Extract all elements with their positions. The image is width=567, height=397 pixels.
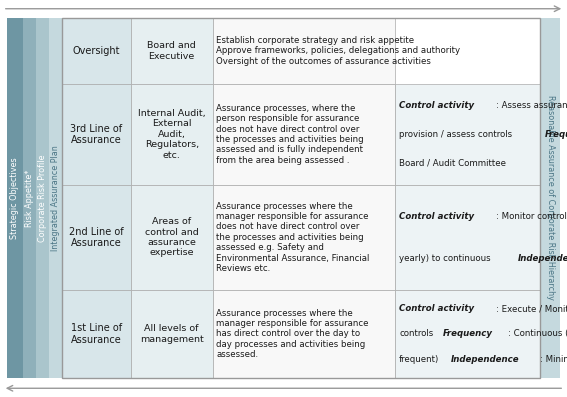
Text: controls: controls [399, 330, 433, 338]
Text: Assurance processes where the
manager responsible for assurance
has direct contr: Assurance processes where the manager re… [216, 308, 369, 359]
Bar [213, 185, 395, 290]
Bar [130, 18, 213, 84]
Bar [49, 18, 62, 378]
Text: Control activity: Control activity [399, 101, 474, 110]
Bar [7, 18, 23, 378]
Bar [395, 290, 540, 378]
Text: 3rd Line of
Assurance: 3rd Line of Assurance [70, 123, 122, 145]
Text: Frequency: Frequency [443, 330, 493, 338]
Bar [213, 18, 395, 84]
Text: Corporate Risk Profile: Corporate Risk Profile [38, 154, 47, 242]
Text: Control activity: Control activity [399, 304, 474, 313]
Bar [395, 84, 540, 185]
Text: Establish corporate strategy and risk appetite
Approve frameworks, policies, del: Establish corporate strategy and risk ap… [216, 36, 460, 66]
Text: : Monitor controls: : Monitor controls [496, 212, 567, 221]
Bar [62, 18, 540, 378]
Text: : Assess assurance: : Assess assurance [496, 101, 567, 110]
Text: Board / Audit Committee: Board / Audit Committee [399, 159, 506, 168]
Bar [62, 290, 130, 378]
Text: Internal Audit,
External
Audit,
Regulators,
etc.: Internal Audit, External Audit, Regulato… [138, 109, 205, 160]
Text: Board and
Executive: Board and Executive [147, 41, 196, 60]
Text: Independence: Independence [517, 254, 567, 263]
Text: Assurance processes where the
manager responsible for assurance
does not have di: Assurance processes where the manager re… [216, 202, 370, 273]
Bar [23, 18, 36, 378]
Text: Oversight: Oversight [73, 46, 120, 56]
Text: provision / assess controls: provision / assess controls [399, 130, 512, 139]
Bar [130, 84, 213, 185]
Bar [130, 185, 213, 290]
Bar [541, 18, 560, 378]
Text: Strategic Objectives: Strategic Objectives [10, 157, 19, 239]
Text: frequent): frequent) [399, 355, 439, 364]
Bar [213, 290, 395, 378]
Bar [62, 84, 130, 185]
Bar [130, 290, 213, 378]
Text: : Execute / Monitor: : Execute / Monitor [496, 304, 567, 313]
Text: Integrated Assurance Plan: Integrated Assurance Plan [51, 145, 60, 251]
Text: 1st Line of
Assurance: 1st Line of Assurance [71, 323, 122, 345]
Text: Reasonable Assurance of Corporate Risk Hierarchy: Reasonable Assurance of Corporate Risk H… [547, 95, 555, 301]
Bar [395, 185, 540, 290]
Bar [62, 18, 130, 84]
Text: Frequency: Frequency [545, 130, 567, 139]
Text: : Continuous (or at least: : Continuous (or at least [508, 330, 567, 338]
Text: : Minimal: : Minimal [540, 355, 567, 364]
Bar [213, 84, 395, 185]
Text: Risk Appetite*: Risk Appetite* [25, 169, 34, 227]
Text: All levels of
management: All levels of management [140, 324, 204, 343]
Bar [36, 18, 49, 378]
Text: 2nd Line of
Assurance: 2nd Line of Assurance [69, 227, 124, 248]
Text: Assurance processes, where the
person responsible for assurance
does not have di: Assurance processes, where the person re… [216, 104, 364, 165]
Bar [62, 185, 130, 290]
Text: Areas of
control and
assurance
expertise: Areas of control and assurance expertise [145, 217, 198, 257]
Text: Independence: Independence [451, 355, 520, 364]
Text: Control activity: Control activity [399, 212, 474, 221]
Text: yearly) to continuous: yearly) to continuous [399, 254, 490, 263]
